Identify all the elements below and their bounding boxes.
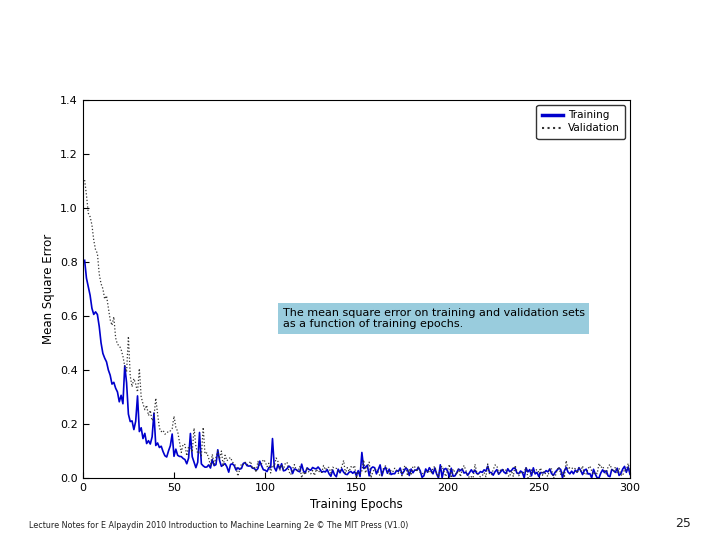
Training bbox=[82, 275, 91, 281]
Training bbox=[81, 257, 89, 264]
X-axis label: Training Epochs: Training Epochs bbox=[310, 498, 402, 511]
Validation bbox=[81, 177, 89, 183]
Training bbox=[626, 471, 634, 477]
Validation bbox=[82, 192, 91, 198]
Training bbox=[414, 464, 423, 470]
Text: Lecture Notes for E Alpaydin 2010 Introduction to Machine Learning 2e © The MIT : Lecture Notes for E Alpaydin 2010 Introd… bbox=[29, 521, 408, 530]
Text: The mean square error on training and validation sets
as a function of training : The mean square error on training and va… bbox=[282, 308, 585, 329]
Line: Training: Training bbox=[85, 260, 630, 478]
Training bbox=[541, 468, 550, 474]
Validation bbox=[297, 475, 306, 481]
Line: Validation: Validation bbox=[85, 180, 630, 478]
Training bbox=[434, 475, 443, 481]
Validation bbox=[541, 472, 550, 478]
Validation bbox=[577, 468, 585, 475]
Legend: Training, Validation: Training, Validation bbox=[536, 105, 625, 139]
Validation bbox=[626, 470, 634, 476]
Y-axis label: Mean Square Error: Mean Square Error bbox=[42, 234, 55, 344]
Validation bbox=[405, 465, 413, 472]
Text: 25: 25 bbox=[675, 517, 691, 530]
Training bbox=[403, 466, 412, 472]
Validation bbox=[416, 469, 425, 476]
Validation bbox=[407, 472, 415, 478]
Training bbox=[405, 472, 413, 479]
Training bbox=[577, 467, 585, 474]
